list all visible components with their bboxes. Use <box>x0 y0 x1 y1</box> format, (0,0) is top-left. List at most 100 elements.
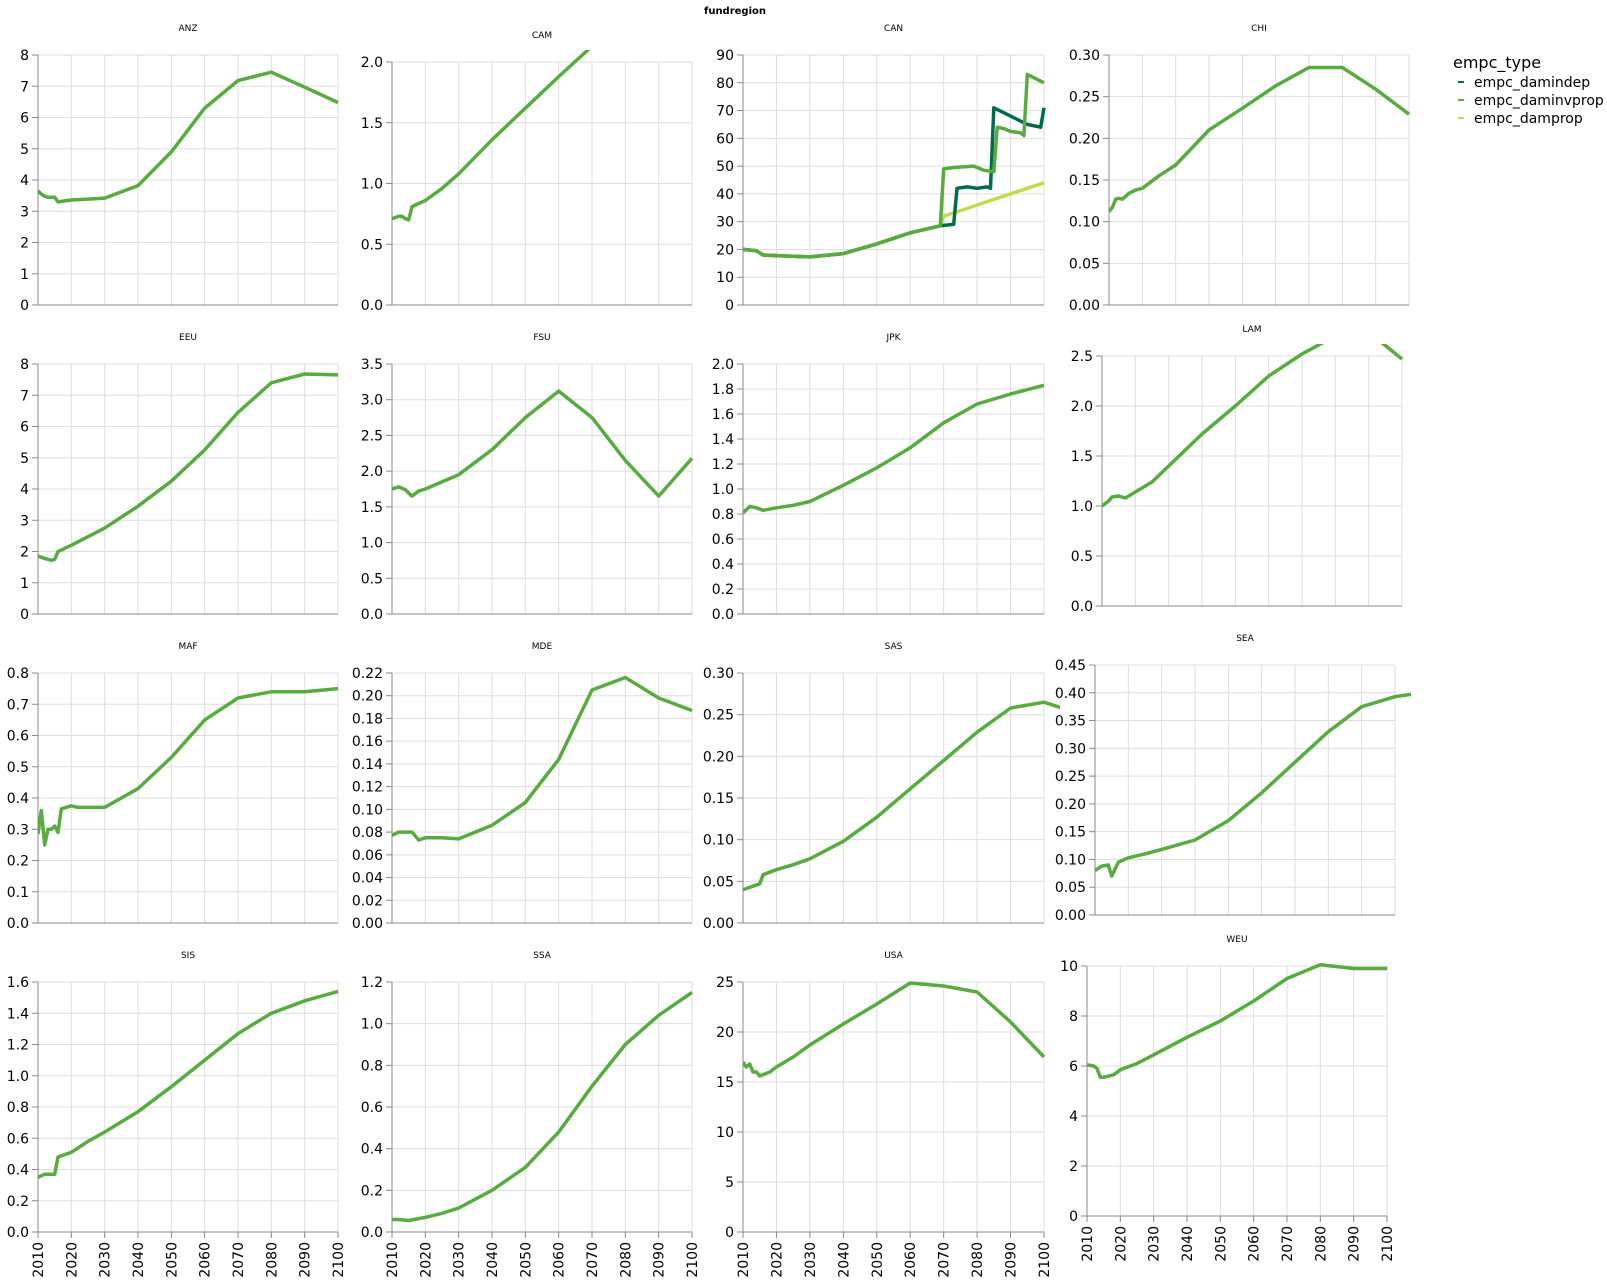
y-tick-label: 0.5 <box>361 571 383 587</box>
facet-title: JPK <box>886 333 902 343</box>
x-tick-label: 2010 <box>1080 1226 1096 1262</box>
y-tick-label: 5 <box>20 142 29 158</box>
y-tick-label: 0.00 <box>1055 908 1086 924</box>
x-tick-label: 2040 <box>485 1242 501 1278</box>
y-tick-label: 0.18 <box>352 711 383 727</box>
y-tick-label: 1.2 <box>7 1038 29 1054</box>
x-tick-label: 2070 <box>1280 1226 1296 1262</box>
facet-ssa: SSA 0.0 0.2 0.4 0.6 0.8 1.0 1.2 2010 2020 2030 2040… <box>361 951 701 1278</box>
y-tick-label: 40 <box>716 187 734 203</box>
y-tick-label: 4 <box>1069 1109 1078 1125</box>
y-tick-label: 0.06 <box>352 848 383 864</box>
y-tick-label: 0.20 <box>352 689 383 705</box>
facet-sis: SIS 0.0 0.2 0.4 0.6 0.8 1.0 1.2 1.4 1.6 2010 2020 20… <box>7 951 347 1278</box>
facet-title: MAF <box>178 642 197 652</box>
facet-title: SEA <box>1236 634 1254 644</box>
x-tick-label: 2040 <box>131 1242 147 1278</box>
y-tick-label: 1 <box>20 576 29 592</box>
y-tick-label: 6 <box>20 420 29 436</box>
x-tick-label: 2010 <box>385 1242 401 1278</box>
y-tick-label: 0.22 <box>352 666 383 682</box>
y-tick-label: 0.2 <box>712 582 734 598</box>
facet-title: CHI <box>1251 24 1267 34</box>
x-tick-label: 2010 <box>736 1242 752 1278</box>
series-line-all <box>743 700 1060 892</box>
facet-sas: SAS 0.00 0.05 0.10 0.15 0.20 0.25 0.30 <box>703 642 1060 932</box>
y-tick-label: 0.08 <box>352 825 383 841</box>
y-tick-label: 0.25 <box>703 708 734 724</box>
y-tick-label: 0.0 <box>7 916 29 932</box>
y-tick-label: 0.16 <box>352 734 383 750</box>
y-tick-label: 0.6 <box>361 1100 383 1116</box>
facet-maf: MAF 0.0 0.1 0.2 0.3 0.4 0.5 0.6 0.7 0.8 <box>7 642 339 932</box>
y-tick-label: 0.30 <box>1055 741 1086 757</box>
x-tick-label: 2030 <box>452 1242 468 1278</box>
y-tick-label: 5 <box>20 451 29 467</box>
facet-eeu: EEU 0 1 2 3 4 5 6 7 8 <box>20 333 339 623</box>
y-tick-label: 15 <box>716 1075 734 1091</box>
y-tick-label: 0.2 <box>7 1194 29 1210</box>
facet-title: WEU <box>1226 935 1247 945</box>
y-tick-label: 0.0 <box>361 607 383 623</box>
y-tick-label: 1.0 <box>361 1017 383 1033</box>
y-tick-label: 2.0 <box>712 357 734 373</box>
y-tick-label: 0.04 <box>352 871 383 887</box>
facet-title: FSU <box>533 333 550 343</box>
y-tick-label: 0.10 <box>703 833 734 849</box>
y-tick-label: 1.0 <box>712 482 734 498</box>
y-tick-label: 0.35 <box>1055 714 1086 730</box>
y-tick-label: 0.02 <box>352 893 383 909</box>
x-tick-label: 2100 <box>1380 1226 1396 1262</box>
facet-title: USA <box>884 951 903 961</box>
y-tick-label: 0.0 <box>7 1225 29 1241</box>
x-tick-label: 2030 <box>803 1242 819 1278</box>
y-tick-label: 0.20 <box>703 749 734 765</box>
legend: empc_type empc_damindep empc_daminvpropem… <box>1453 53 1604 127</box>
y-tick-label: 0 <box>20 607 29 623</box>
y-tick-label: 0.4 <box>712 557 734 573</box>
x-tick-label: 2070 <box>585 1242 601 1278</box>
facet-chi: CHI 0.00 0.05 0.10 0.15 0.20 0.25 0.30 <box>1069 24 1411 314</box>
y-tick-label: 20 <box>716 1025 734 1041</box>
y-tick-label: 2.0 <box>361 464 383 480</box>
y-tick-label: 0.5 <box>1071 549 1093 565</box>
y-tick-label: 0.2 <box>361 1183 383 1199</box>
y-tick-label: 3 <box>20 204 29 220</box>
y-tick-label: 8 <box>20 357 29 373</box>
facet-can: CAN 0 10 20 30 40 50 60 70 80 90 <box>716 24 1046 314</box>
y-tick-label: 1.5 <box>361 500 383 516</box>
x-tick-label: 2100 <box>685 1242 701 1278</box>
y-tick-label: 0.8 <box>712 507 734 523</box>
x-tick-label: 2030 <box>98 1242 114 1278</box>
y-tick-label: 0.00 <box>1069 298 1100 314</box>
series-line-empc_damindep <box>743 106 1046 259</box>
y-tick-label: 0.40 <box>1055 686 1086 702</box>
series-line-all <box>1095 692 1411 878</box>
facet-title: SSA <box>533 951 552 961</box>
facet-title: CAM <box>532 31 552 41</box>
y-tick-label: 1.5 <box>361 116 383 132</box>
y-tick-label: 80 <box>716 76 734 92</box>
y-tick-label: 10 <box>716 270 734 286</box>
y-tick-label: 10 <box>1060 959 1078 975</box>
series-line-all <box>1109 65 1411 213</box>
facet-mde: MDE 0.00 0.02 0.04 0.06 0.08 0.10 0.12 0.14 0.16 0… <box>352 642 693 932</box>
y-tick-label: 20 <box>716 242 734 258</box>
legend-label-empc_daminvprop: empc_daminvprop <box>1474 93 1604 109</box>
y-tick-label: 0.05 <box>1055 880 1086 896</box>
facet-title: MDE <box>532 642 553 652</box>
x-tick-label: 2090 <box>298 1242 314 1278</box>
series-line-all <box>392 389 694 498</box>
series-line-all <box>38 70 339 204</box>
y-tick-label: 5 <box>725 1175 734 1191</box>
facet-anz: ANZ 0 1 2 3 4 5 6 7 8 <box>20 24 339 314</box>
x-tick-label: 2080 <box>970 1242 986 1278</box>
y-tick-label: 0.4 <box>7 1163 29 1179</box>
facet-header-title: fundregion <box>704 6 766 17</box>
x-tick-label: 2080 <box>618 1242 634 1278</box>
y-tick-label: 7 <box>20 388 29 404</box>
y-tick-label: 2.0 <box>361 55 383 71</box>
y-tick-label: 8 <box>20 48 29 64</box>
x-tick-label: 2020 <box>64 1242 80 1278</box>
